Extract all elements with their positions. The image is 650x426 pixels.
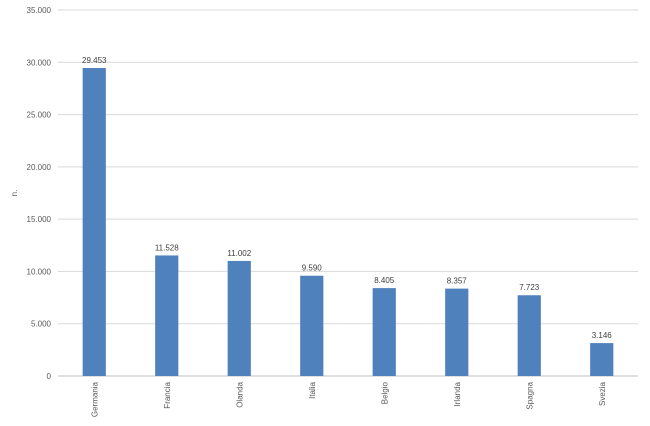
y-tick-label: 20.000 — [27, 163, 52, 172]
data-labels: 29.453 11.528 11.002 9.590 8.405 8.357 7.723 3.… — [82, 56, 612, 340]
y-tick-label: 10.000 — [27, 267, 52, 276]
bar-germania — [82, 68, 106, 376]
bar-italia — [300, 275, 324, 376]
bar-svezia — [590, 343, 614, 376]
bar-olanda — [227, 260, 251, 376]
y-tick-label: 30.000 — [27, 58, 52, 67]
y-axis-title: n. — [10, 190, 19, 197]
data-label: 9.590 — [302, 264, 323, 273]
gridlines — [58, 9, 638, 325]
data-label: 11.002 — [227, 249, 251, 258]
y-tick-label: 15.000 — [27, 215, 52, 224]
y-tick-label: 0 — [47, 372, 52, 381]
x-category-label: Spagna — [525, 381, 534, 409]
bar-francia — [155, 255, 179, 376]
y-tick-label: 35.000 — [27, 6, 52, 15]
x-axis-category-labels: Germania Francia Olanda Italia Belgio Irlanda… — [90, 381, 607, 417]
x-category-label: Svezia — [598, 381, 607, 406]
x-category-label: Belgio — [380, 381, 389, 404]
data-label: 11.528 — [155, 243, 179, 252]
x-category-label: Italia — [308, 381, 317, 398]
y-axis-ticks: 0 5.000 10.000 15.000 20.000 25.000 30.000 35.0… — [27, 6, 52, 381]
bars — [82, 68, 614, 376]
x-category-label: Francia — [163, 381, 172, 408]
y-tick-label: 25.000 — [27, 111, 52, 120]
x-category-label: Germania — [90, 381, 99, 417]
x-category-label: Irlanda — [453, 381, 462, 406]
data-label: 8.405 — [374, 276, 395, 285]
data-label: 3.146 — [592, 331, 613, 340]
data-label: 8.357 — [447, 277, 468, 286]
bar-spagna — [517, 295, 541, 376]
bar-belgio — [372, 288, 396, 376]
x-category-label: Olanda — [235, 381, 244, 407]
bar-irlanda — [445, 288, 469, 376]
data-label: 29.453 — [82, 56, 107, 65]
data-label: 7.723 — [519, 283, 540, 292]
y-tick-label: 5.000 — [31, 320, 52, 329]
